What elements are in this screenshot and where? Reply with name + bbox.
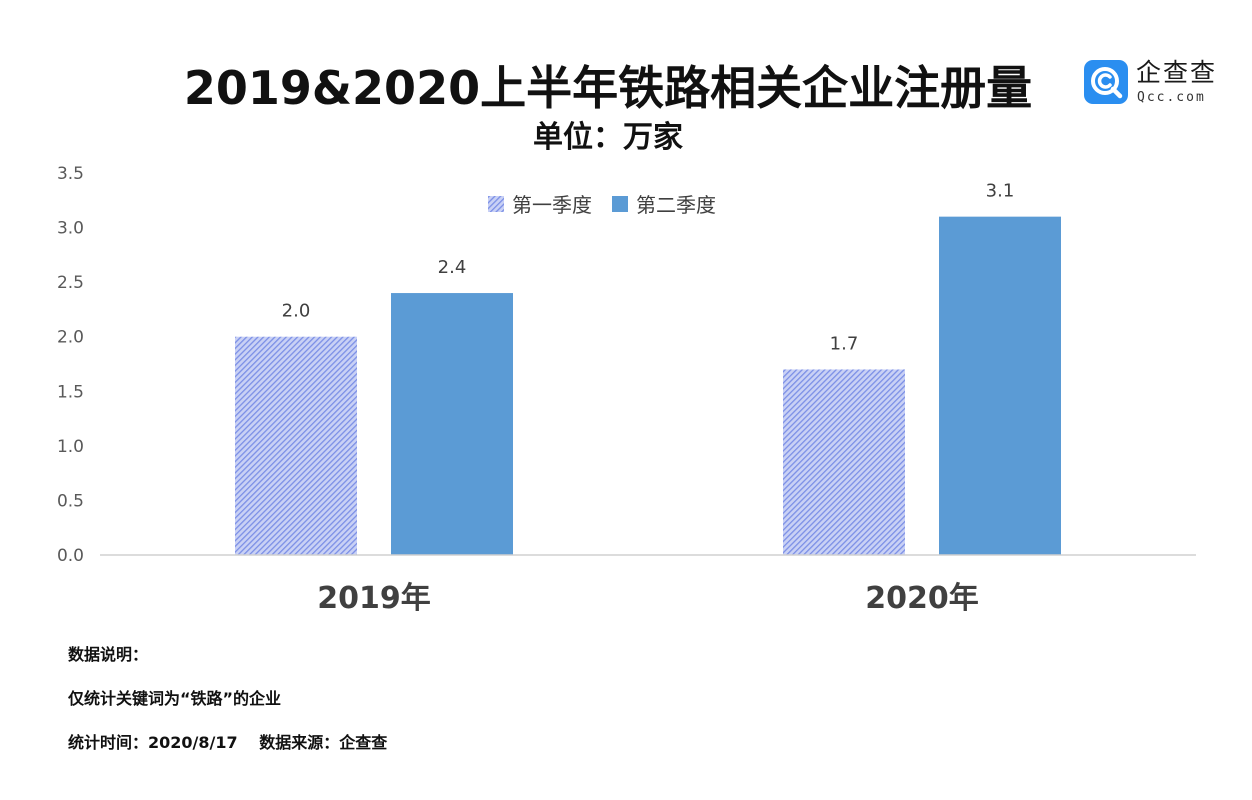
- notes-heading: 数据说明：: [68, 645, 149, 664]
- bar-labels: 2.0 2.4 1.7 3.1: [282, 181, 1015, 355]
- legend-swatch: [612, 196, 628, 212]
- legend-swatch: [488, 196, 504, 212]
- notes-source: 统计时间：2020/8/17 数据来源：企查查: [68, 733, 388, 752]
- y-tick-label: 0.0: [57, 546, 84, 566]
- y-tick-label: 1.0: [57, 437, 84, 457]
- y-tick-label: 1.5: [57, 382, 84, 402]
- bar-value-label: 3.1: [986, 181, 1015, 202]
- bars: [235, 216, 1061, 555]
- y-tick-label: 0.5: [57, 491, 84, 511]
- logo-domain: Qcc.com: [1137, 90, 1206, 105]
- bar-value-label: 2.0: [282, 301, 311, 322]
- bar-2-2: [939, 216, 1061, 555]
- bar-chart: 0.0 0.5 1.0 1.5 2.0 2.5 3.0 3.5 2.0 2.4 1.7 3.1 20…: [57, 164, 1196, 616]
- x-category-label: 2020年: [865, 581, 979, 616]
- bar-value-label: 1.7: [830, 333, 859, 354]
- legend-label: 第二季度: [636, 193, 716, 217]
- x-axis-labels: 2019年 2020年: [317, 581, 979, 616]
- y-tick-label: 3.5: [57, 164, 84, 184]
- data-notes: 数据说明： 仅统计关键词为“铁路”的企业 统计时间：2020/8/17 数据来源…: [68, 642, 387, 774]
- y-tick-label: 3.0: [57, 219, 84, 239]
- notes-scope: 仅统计关键词为“铁路”的企业: [68, 689, 282, 708]
- bar-1-1: [235, 336, 357, 555]
- brand-logo: 企查查 Qcc.com: [1084, 58, 1224, 106]
- qcc-logo-icon: [1084, 60, 1128, 104]
- bar-2-1: [391, 293, 513, 555]
- chart-title: 2019&2020上半年铁路相关企业注册量: [183, 61, 1033, 115]
- y-tick-label: 2.5: [57, 273, 84, 293]
- x-category-label: 2019年: [317, 581, 431, 616]
- legend-label: 第一季度: [512, 193, 592, 217]
- bar-value-label: 2.4: [438, 257, 467, 278]
- bar-1-2: [783, 369, 905, 555]
- logo-name: 企查查: [1136, 58, 1218, 87]
- y-axis-labels: 0.0 0.5 1.0 1.5 2.0 2.5 3.0 3.5: [57, 164, 84, 566]
- legend: 第一季度 第二季度: [488, 193, 716, 217]
- y-tick-label: 2.0: [57, 328, 84, 348]
- chart-subtitle: 单位：万家: [533, 120, 683, 155]
